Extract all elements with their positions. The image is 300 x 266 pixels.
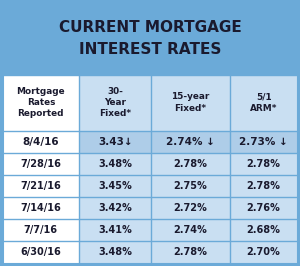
Text: 2.78%: 2.78% xyxy=(174,159,208,169)
Bar xyxy=(79,131,152,153)
Bar xyxy=(2,219,79,241)
Bar xyxy=(2,175,79,197)
Bar xyxy=(230,153,298,175)
Text: 2.78%: 2.78% xyxy=(247,159,280,169)
Text: 3.45%: 3.45% xyxy=(98,181,132,191)
Text: 7/21/16: 7/21/16 xyxy=(20,181,61,191)
Bar xyxy=(2,74,79,131)
Text: 2.68%: 2.68% xyxy=(247,225,280,235)
Bar xyxy=(79,197,152,219)
Bar xyxy=(2,241,79,264)
Text: 2.74%: 2.74% xyxy=(174,225,207,235)
Bar xyxy=(230,197,298,219)
Bar xyxy=(230,74,298,131)
Bar xyxy=(79,219,152,241)
Text: 6/30/16: 6/30/16 xyxy=(20,247,61,257)
Bar xyxy=(152,219,230,241)
Bar xyxy=(79,241,152,264)
Bar xyxy=(152,74,230,131)
Text: 7/14/16: 7/14/16 xyxy=(20,203,61,213)
Text: 2.70%: 2.70% xyxy=(247,247,280,257)
Text: 2.78%: 2.78% xyxy=(174,247,208,257)
Text: 7/7/16: 7/7/16 xyxy=(24,225,58,235)
Bar xyxy=(79,153,152,175)
Bar xyxy=(152,153,230,175)
Text: 2.72%: 2.72% xyxy=(174,203,207,213)
Bar xyxy=(2,131,79,153)
Bar xyxy=(152,241,230,264)
Bar xyxy=(2,2,298,74)
Text: Mortgage
Rates
Reported: Mortgage Rates Reported xyxy=(16,86,65,118)
Bar xyxy=(230,241,298,264)
Bar xyxy=(79,175,152,197)
Bar xyxy=(152,131,230,153)
Bar xyxy=(230,175,298,197)
Text: 3.48%: 3.48% xyxy=(98,247,132,257)
Text: 2.75%: 2.75% xyxy=(174,181,207,191)
Bar xyxy=(2,153,79,175)
Text: 3.48%: 3.48% xyxy=(98,159,132,169)
Text: 7/28/16: 7/28/16 xyxy=(20,159,61,169)
Text: 3.43↓: 3.43↓ xyxy=(98,136,133,147)
Text: CURRENT MORTGAGE
INTEREST RATES: CURRENT MORTGAGE INTEREST RATES xyxy=(58,20,242,56)
Text: 15-year
Fixed*: 15-year Fixed* xyxy=(171,92,210,113)
Text: 2.78%: 2.78% xyxy=(247,181,280,191)
Bar xyxy=(79,74,152,131)
Text: 3.41%: 3.41% xyxy=(98,225,132,235)
Bar xyxy=(152,197,230,219)
Bar xyxy=(230,219,298,241)
Text: 3.42%: 3.42% xyxy=(98,203,132,213)
Bar xyxy=(2,197,79,219)
Text: 2.73% ↓: 2.73% ↓ xyxy=(239,136,288,147)
Text: 5/1
ARM*: 5/1 ARM* xyxy=(250,92,277,113)
Text: 30-
Year
Fixed*: 30- Year Fixed* xyxy=(99,86,131,118)
Text: 2.74% ↓: 2.74% ↓ xyxy=(166,136,215,147)
Bar xyxy=(230,131,298,153)
Text: 2.76%: 2.76% xyxy=(247,203,280,213)
Bar xyxy=(152,175,230,197)
Text: 8/4/16: 8/4/16 xyxy=(22,136,59,147)
